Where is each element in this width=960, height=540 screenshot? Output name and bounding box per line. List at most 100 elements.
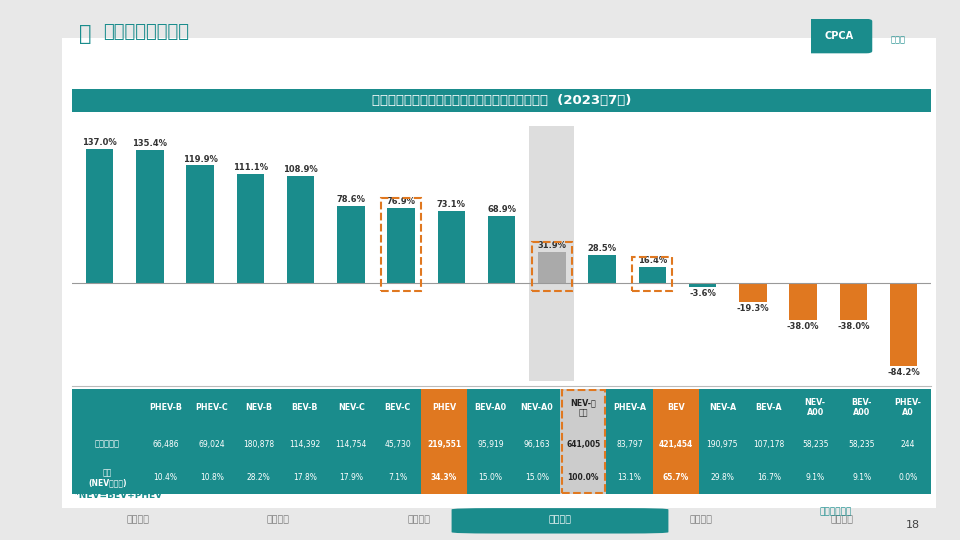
Bar: [839, 283, 867, 320]
Text: BEV: BEV: [667, 403, 684, 412]
Text: BEV-B: BEV-B: [292, 403, 318, 412]
Text: 企业数字: 企业数字: [830, 516, 853, 524]
Bar: [420, 389, 468, 494]
Text: -84.2%: -84.2%: [887, 368, 920, 377]
Bar: [890, 283, 918, 366]
Text: 0.0%: 0.0%: [899, 473, 918, 482]
Text: 16.4%: 16.4%: [637, 256, 667, 265]
Text: 421,454: 421,454: [659, 440, 693, 449]
Bar: [488, 215, 516, 283]
FancyBboxPatch shape: [451, 508, 668, 534]
Text: 135.4%: 135.4%: [132, 139, 167, 148]
Bar: [653, 389, 699, 494]
Text: 10.8%: 10.8%: [200, 473, 224, 482]
Text: 96,163: 96,163: [523, 440, 550, 449]
Text: -3.6%: -3.6%: [689, 288, 716, 298]
Text: 66,486: 66,486: [153, 440, 179, 449]
Bar: [287, 176, 315, 283]
Text: NEV-总
市场: NEV-总 市场: [570, 398, 596, 417]
Bar: [72, 462, 931, 494]
Text: 飞联合: 飞联合: [890, 35, 905, 44]
Text: NEV-
A00: NEV- A00: [804, 398, 826, 417]
Bar: [633, 257, 672, 291]
Text: 65.7%: 65.7%: [663, 473, 689, 482]
Text: -19.3%: -19.3%: [736, 304, 769, 313]
Text: 69,024: 69,024: [199, 440, 226, 449]
Bar: [438, 211, 466, 283]
Text: -38.0%: -38.0%: [787, 322, 819, 332]
Text: PHEV-A: PHEV-A: [613, 403, 646, 412]
Text: 15.0%: 15.0%: [525, 473, 549, 482]
Text: 114,392: 114,392: [289, 440, 321, 449]
Text: 180,878: 180,878: [243, 440, 274, 449]
Text: NEV-B: NEV-B: [245, 403, 272, 412]
Text: BEV-
A00: BEV- A00: [852, 398, 872, 417]
Text: 83,797: 83,797: [616, 440, 643, 449]
Text: 137.0%: 137.0%: [83, 138, 117, 147]
Text: 29.8%: 29.8%: [710, 473, 734, 482]
Bar: [562, 390, 605, 493]
Text: 新能源市场各级别不同技术类型增速、销量和份额  (2023年7月): 新能源市场各级别不同技术类型增速、销量和份额 (2023年7月): [372, 94, 632, 107]
Text: 技术类型: 技术类型: [126, 516, 149, 524]
Bar: [529, 126, 574, 381]
Text: 深度分析报告: 深度分析报告: [819, 507, 852, 516]
Bar: [638, 267, 666, 283]
Text: 15.0%: 15.0%: [478, 473, 502, 482]
Text: 107,178: 107,178: [754, 440, 784, 449]
Text: PHEV: PHEV: [432, 403, 456, 412]
Bar: [72, 389, 931, 427]
Bar: [538, 252, 565, 283]
Text: 品牌定位: 品牌定位: [408, 516, 431, 524]
Text: 10.4%: 10.4%: [154, 473, 178, 482]
Text: 17.9%: 17.9%: [339, 473, 363, 482]
Text: NEV-C: NEV-C: [338, 403, 365, 412]
Bar: [387, 208, 415, 283]
Text: 95,919: 95,919: [477, 440, 504, 449]
Text: 58,235: 58,235: [849, 440, 875, 449]
Bar: [655, 390, 698, 493]
Bar: [381, 198, 420, 291]
Text: 28.5%: 28.5%: [588, 244, 616, 253]
Text: 68.9%: 68.9%: [487, 205, 516, 213]
Bar: [588, 255, 616, 283]
Text: CPCA: CPCA: [825, 31, 853, 42]
Text: 18: 18: [905, 520, 920, 530]
Text: 7.1%: 7.1%: [388, 473, 407, 482]
Bar: [560, 389, 607, 494]
Bar: [236, 174, 264, 283]
Bar: [789, 283, 817, 320]
Text: 9.1%: 9.1%: [805, 473, 825, 482]
Text: 119.9%: 119.9%: [182, 154, 218, 164]
Text: -38.0%: -38.0%: [837, 322, 870, 332]
Text: 28.2%: 28.2%: [247, 473, 271, 482]
Bar: [136, 150, 164, 283]
Text: PHEV-C: PHEV-C: [196, 403, 228, 412]
Text: 31.9%: 31.9%: [538, 241, 566, 250]
Text: 34.3%: 34.3%: [431, 473, 457, 482]
Bar: [72, 427, 931, 462]
Text: 111.1%: 111.1%: [233, 163, 268, 172]
Text: 108.9%: 108.9%: [283, 165, 318, 174]
Bar: [739, 283, 767, 302]
Text: 100.0%: 100.0%: [567, 473, 599, 482]
Text: 190,975: 190,975: [707, 440, 738, 449]
Bar: [85, 148, 113, 283]
Text: 价格定位: 价格定位: [689, 516, 712, 524]
Bar: [422, 390, 466, 493]
Text: 244: 244: [900, 440, 915, 449]
Text: BEV-A0: BEV-A0: [474, 403, 507, 412]
Text: 13.1%: 13.1%: [617, 473, 641, 482]
Text: 641,005: 641,005: [566, 440, 600, 449]
Text: 级别定位细分市场: 级别定位细分市场: [103, 23, 189, 41]
Text: 58,235: 58,235: [802, 440, 828, 449]
Text: *NEV=BEV+PHEV: *NEV=BEV+PHEV: [75, 491, 163, 500]
Text: 76.9%: 76.9%: [387, 197, 416, 206]
Text: 16.7%: 16.7%: [756, 473, 780, 482]
Text: 》: 》: [79, 24, 91, 44]
Bar: [688, 283, 716, 287]
Text: 73.1%: 73.1%: [437, 200, 466, 210]
Text: 114,754: 114,754: [336, 440, 367, 449]
FancyBboxPatch shape: [805, 19, 873, 53]
Bar: [337, 206, 365, 283]
FancyBboxPatch shape: [3, 87, 960, 113]
